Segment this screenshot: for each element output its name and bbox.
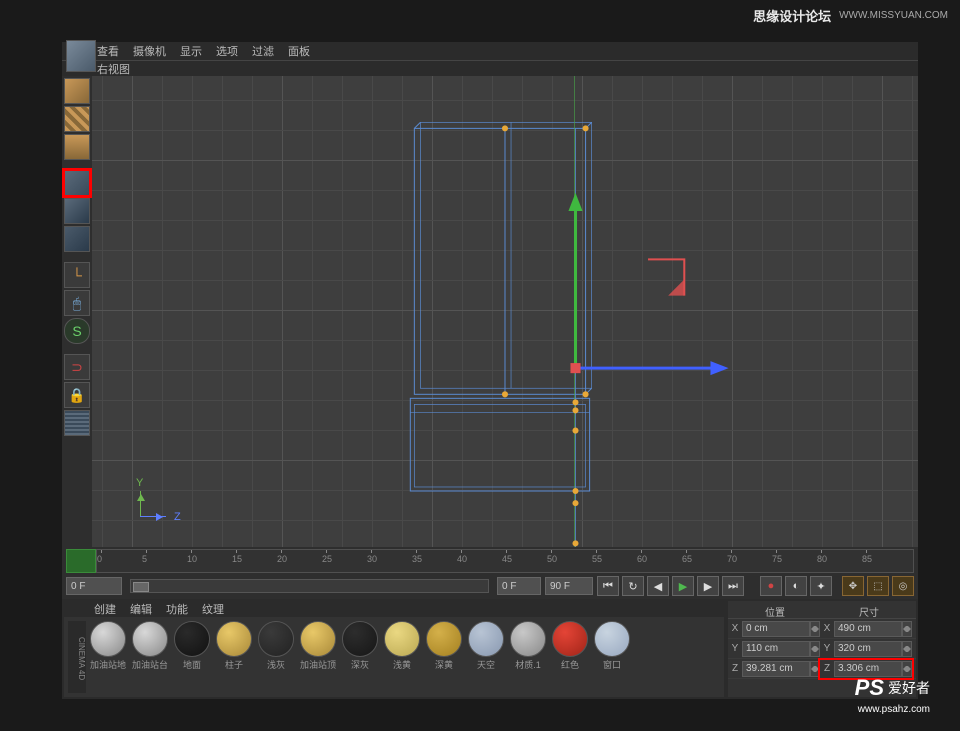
viewport-title: 右视图 [62,60,918,76]
wm-psurl: www.psahz.com [858,704,930,715]
spinner[interactable] [902,621,912,637]
material-item[interactable]: 深黄 [424,621,464,671]
tool-object-icon[interactable] [64,198,90,224]
tool-magnet-icon[interactable]: ⊃ [64,354,90,380]
prev-frame-button[interactable]: ◀ [647,576,669,596]
transport-controls: ⏮ ↻ ◀ ▶ ▶ ⏭ ● ◐ ✦ [597,576,832,596]
material-panel: 创建 编辑 功能 纹理 CINEMA 4D 加油站地加油站台地面柱子浅灰加油站顶… [64,601,724,697]
material-item[interactable]: 浅黄 [382,621,422,671]
autokey-button[interactable]: ◐ [785,576,807,596]
menu-options[interactable]: 选项 [216,43,238,59]
material-item[interactable]: 深灰 [340,621,380,671]
menu-display[interactable]: 显示 [180,43,202,59]
coord-size-Y[interactable]: 320 cm [834,641,902,657]
viewport[interactable]: Y Z [92,76,918,547]
coord-hdr-size: 尺寸 [822,601,916,618]
material-item[interactable]: 材质.1 [508,621,548,671]
spinner[interactable] [810,641,820,657]
mat-tab-tex[interactable]: 纹理 [202,601,224,617]
material-item[interactable]: 柱子 [214,621,254,671]
tool-plane-icon[interactable] [64,134,90,160]
rotate-tool-icon[interactable]: ◎ [892,576,914,596]
tool-grid-icon[interactable] [64,410,90,436]
scale-tool-icon[interactable]: ⬚ [867,576,889,596]
timeline-area: 0510152025303540455055606570758085 0 F 0… [62,547,918,599]
spinner[interactable] [902,641,912,657]
timeline-track[interactable]: 0510152025303540455055606570758085 [96,549,914,573]
tool-mouse-icon[interactable]: 🖱 [64,290,90,316]
menu-camera[interactable]: 摄像机 [133,43,166,59]
coord-pos-Z[interactable]: 39.281 cm [742,661,810,677]
tool-floor-icon[interactable] [64,106,90,132]
tool-poly-icon[interactable] [64,226,90,252]
menu-filter[interactable]: 过滤 [252,43,274,59]
spinner[interactable] [810,621,820,637]
mat-tab-create[interactable]: 创建 [94,601,116,617]
app-window: 查看 摄像机 显示 选项 过滤 面板 右视图 └ 🖱 S ⊃ 🔒 [62,42,918,699]
viewport-grid [92,76,918,547]
right-tools: ✥ ⬚ ◎ [842,576,914,596]
play-button[interactable]: ▶ [672,576,694,596]
tool-cube-icon[interactable] [64,78,90,104]
wm-txt: 爱好者 [888,678,930,698]
transport-slider[interactable] [130,579,489,593]
material-item[interactable]: 天空 [466,621,506,671]
menu-view[interactable]: 查看 [97,43,119,59]
material-item[interactable]: 浅灰 [256,621,296,671]
tool-model-icon[interactable] [64,170,90,196]
menu-panel[interactable]: 面板 [288,43,310,59]
next-frame-button[interactable]: ▶ [697,576,719,596]
coord-pos-Y[interactable]: 110 cm [742,641,810,657]
tool-snap-icon[interactable]: S [64,318,90,344]
tool-axis-icon[interactable]: └ [64,262,90,288]
wm-title: 思缘设计论坛 [753,6,831,25]
goto-end-button[interactable]: ⏭ [722,576,744,596]
material-item[interactable]: 地面 [172,621,212,671]
viewport-menu: 查看 摄像机 显示 选项 过滤 面板 [62,42,918,60]
material-item[interactable]: 红色 [550,621,590,671]
move-tool-icon[interactable]: ✥ [842,576,864,596]
frame-display[interactable]: 0 F [497,577,541,595]
coord-size-X[interactable]: 490 cm [834,621,902,637]
material-item[interactable]: 加油站顶 [298,621,338,671]
spinner[interactable] [810,661,820,677]
tool-lock-icon[interactable]: 🔒 [64,382,90,408]
app-logo-icon [66,40,96,72]
material-item[interactable]: 加油站台 [130,621,170,671]
wm-ps: PS [855,675,884,701]
frame-current[interactable]: 0 F [66,577,122,595]
key-button[interactable]: ✦ [810,576,832,596]
record-button[interactable]: ● [760,576,782,596]
goto-start-button[interactable]: ⏮ [597,576,619,596]
material-item[interactable]: 窗口 [592,621,632,671]
mat-tab-edit[interactable]: 编辑 [130,601,152,617]
material-item[interactable]: 加油站地 [88,621,128,671]
coord-pos-X[interactable]: 0 cm [742,621,810,637]
frame-end[interactable]: 90 F [545,577,593,595]
mat-tab-func[interactable]: 功能 [166,601,188,617]
coord-hdr-pos: 位置 [728,601,822,618]
mat-side-label: CINEMA 4D [68,621,86,693]
timeline-start-marker[interactable] [66,549,96,573]
left-toolbar: └ 🖱 S ⊃ 🔒 [62,76,92,547]
loop-button[interactable]: ↻ [622,576,644,596]
wm-url: WWW.MISSYUAN.COM [839,10,948,21]
